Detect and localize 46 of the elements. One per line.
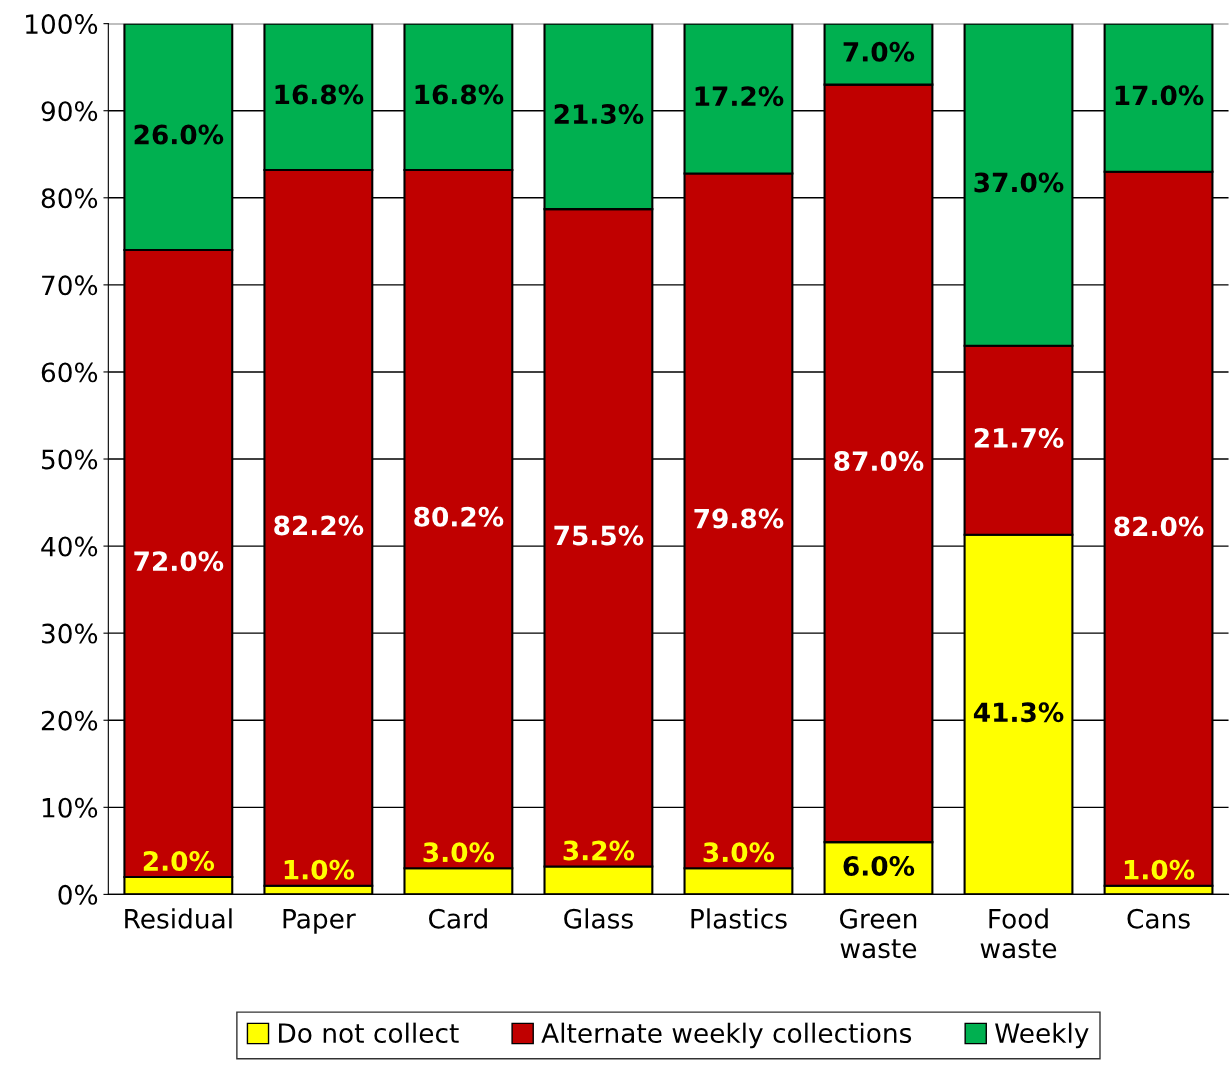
y-tick-label: 50% (41, 449, 98, 470)
data-label: 87.0% (834, 451, 924, 472)
y-tick-label: 0% (58, 884, 98, 905)
data-label: 17.0% (1115, 85, 1204, 106)
y-tick-label: 70% (42, 275, 98, 296)
data-label: 17.2% (695, 86, 784, 107)
data-label: 16.8% (275, 84, 364, 105)
x-tick-label: Plastics (691, 908, 787, 929)
data-label: 1.0% (1124, 859, 1195, 880)
data-label: 21.7% (974, 428, 1064, 448)
legend-label: Weekly (995, 1022, 1089, 1049)
data-label: 41.3% (973, 702, 1064, 723)
legend-label: Do not collect (279, 1022, 459, 1044)
data-label: 3.2% (563, 840, 635, 861)
y-tick-label: 20% (41, 710, 98, 731)
data-label: 75.5% (554, 525, 644, 546)
x-tick-label: Paper (283, 909, 356, 934)
data-label: 2.0% (143, 851, 215, 871)
y-tick-label: 90% (41, 101, 98, 122)
y-tick-label: 10% (42, 797, 98, 818)
data-label: 26.0% (134, 124, 224, 145)
data-label: 16.8% (415, 84, 504, 105)
x-tick-label: Glass (564, 908, 633, 929)
x-tick-label: Cans (1127, 908, 1190, 929)
data-label: 37.0% (974, 172, 1064, 193)
y-tick-label: 40% (41, 536, 98, 557)
x-tick-label: Food waste (980, 908, 1057, 959)
x-tick-label: Green waste (840, 908, 917, 959)
x-tick-label: Residual (125, 908, 232, 929)
data-label: 7.0% (843, 41, 915, 62)
data-label: 3.0% (423, 842, 495, 863)
y-tick-label: 80% (41, 188, 98, 209)
x-tick-label: Card (429, 908, 487, 929)
data-label: 82.0% (1114, 516, 1204, 537)
data-label: 6.0% (843, 855, 915, 876)
data-label: 1.0% (284, 859, 355, 880)
data-label: 72.0% (134, 551, 224, 572)
legend-label: Alternate weekly collections (541, 1022, 912, 1049)
y-tick-label: 30% (41, 623, 98, 644)
data-label: 79.8% (694, 508, 784, 529)
data-label: 21.3% (554, 104, 644, 125)
y-tick-label: 60% (41, 362, 98, 383)
y-tick-label: 100% (26, 14, 98, 35)
data-label: 82.2% (274, 515, 364, 536)
data-label: 3.0% (703, 842, 775, 863)
data-label: 80.2% (414, 506, 504, 527)
